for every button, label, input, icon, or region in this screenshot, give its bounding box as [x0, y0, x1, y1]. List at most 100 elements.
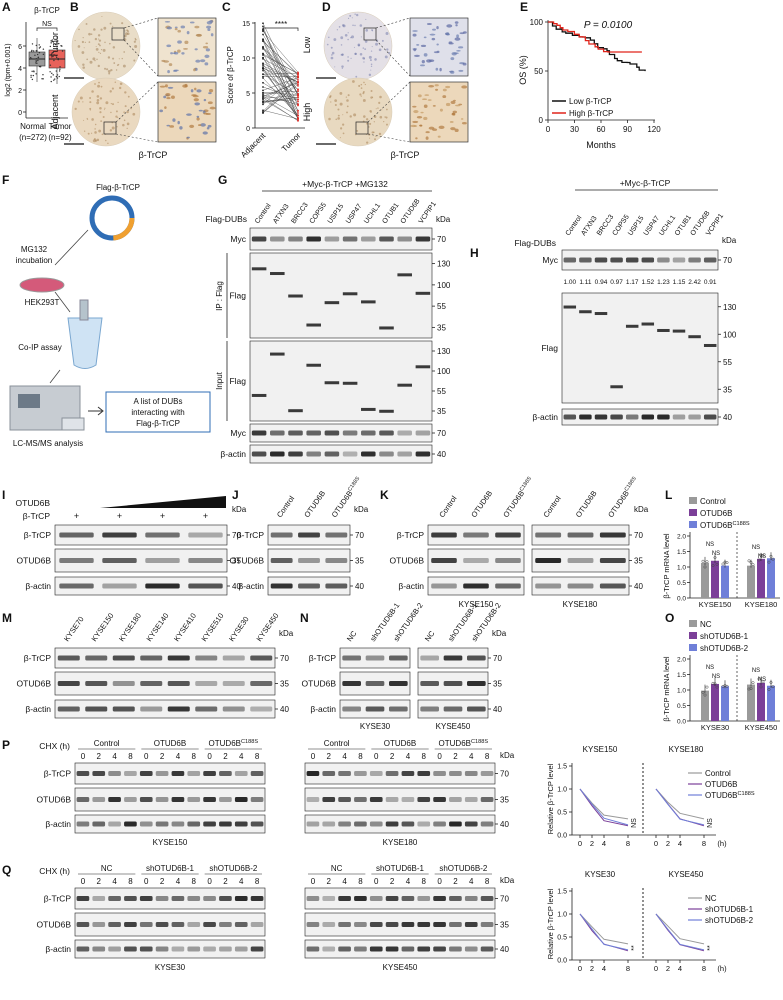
blot-band — [298, 532, 320, 538]
blot-band — [57, 706, 80, 712]
dot — [297, 90, 299, 93]
lane-label: KYSE510 — [200, 611, 226, 643]
lane-label: KYSE450 — [255, 611, 281, 643]
tissue-speck — [107, 142, 109, 145]
significance: NS — [752, 668, 760, 674]
blot-band — [495, 583, 521, 589]
tissue-speck — [99, 106, 102, 110]
bar — [757, 558, 765, 598]
y-tick-label: 1.5 — [557, 764, 567, 771]
cell — [189, 124, 195, 129]
blot-band — [369, 771, 383, 776]
significance: NS — [42, 21, 52, 28]
tissue-zoom — [409, 81, 469, 143]
trend-line — [579, 913, 629, 952]
tissue-speck — [100, 120, 103, 123]
tissue-speck — [359, 93, 362, 96]
tissue-speck — [111, 126, 115, 130]
dot — [262, 67, 264, 70]
y-tick-label: 1.0 — [677, 688, 686, 695]
treatment: +Myc-β-TrCP — [620, 178, 671, 188]
tissue-speck — [121, 57, 123, 60]
blot-band — [385, 797, 399, 802]
blot-band — [443, 681, 463, 686]
tissue-speck — [127, 95, 130, 98]
blot-band — [354, 946, 367, 952]
tissue-speck — [340, 44, 343, 46]
tissue-speck — [103, 26, 107, 30]
dot — [35, 57, 38, 60]
blot-band — [369, 797, 383, 802]
tissue-speck — [353, 113, 357, 117]
blot-band — [385, 922, 399, 927]
cell — [416, 116, 423, 119]
blot-band — [563, 305, 577, 309]
time-label: 2 — [327, 877, 332, 886]
dot — [55, 55, 57, 57]
lane-label: KYSE180 — [117, 611, 143, 643]
rule — [115, 133, 159, 143]
blot-band — [610, 385, 623, 389]
blot-band — [270, 532, 293, 538]
blot-band — [108, 896, 121, 901]
x-tick-label: 8 — [702, 964, 706, 973]
lane-label: KYSE70 — [62, 615, 86, 643]
dot — [297, 110, 299, 112]
row-label: β-TrCP — [237, 530, 265, 540]
legend-label: Low β-TrCP — [569, 97, 612, 106]
dot — [55, 70, 58, 72]
lane-label: KYSE30 — [227, 615, 251, 643]
survival-curve — [548, 21, 646, 72]
tissue-speck — [105, 139, 107, 142]
cell-line: KYSE450 — [436, 722, 471, 731]
tissue-speck — [123, 119, 126, 122]
blot-band — [234, 922, 248, 927]
blot-band — [535, 583, 562, 589]
tissue-speck — [385, 116, 388, 119]
dot — [297, 117, 299, 120]
significance: ** — [631, 945, 638, 951]
tissue-speck — [347, 32, 349, 34]
blot-band — [463, 583, 489, 589]
kda-marker: 55 — [437, 302, 446, 311]
dot — [297, 76, 299, 79]
blot-band — [369, 946, 383, 952]
cell — [446, 32, 450, 36]
tissue-speck — [99, 111, 102, 114]
blot-band — [203, 797, 216, 802]
time-label: 4 — [176, 752, 181, 761]
cell — [196, 89, 202, 93]
tissue-speck — [110, 68, 113, 72]
legend-label: OTUD6BC188S — [700, 521, 750, 530]
blot-band — [234, 797, 248, 802]
dot — [262, 96, 264, 99]
cell — [423, 36, 427, 39]
kda-marker: 100 — [723, 330, 737, 339]
cell — [456, 49, 461, 52]
cell — [193, 68, 196, 72]
blot-band — [464, 771, 478, 776]
group-count: (n=272) — [19, 133, 47, 142]
cell — [458, 46, 464, 49]
tissue-speck — [330, 101, 332, 103]
tissue-speck — [99, 52, 102, 55]
y-tick-label: 1.0 — [557, 912, 567, 919]
lane-label: BRCC3 — [290, 202, 309, 226]
blot-band — [415, 291, 431, 295]
blot-band — [338, 821, 351, 827]
tissue-speck — [370, 96, 373, 99]
blot-band — [369, 896, 383, 901]
lane-label: OTUD6B — [469, 489, 494, 519]
tissue-speck — [341, 65, 344, 68]
dot — [35, 73, 37, 75]
dot — [701, 690, 705, 694]
blot-band — [298, 558, 320, 563]
dot — [30, 58, 33, 60]
dot — [297, 78, 299, 81]
blot-band — [250, 771, 264, 776]
blot-band — [433, 922, 446, 927]
cell — [177, 29, 182, 33]
kda-marker: 70 — [500, 770, 509, 779]
group-label: Control — [324, 739, 350, 748]
axis-label: log2 (tpm+0.001) — [5, 43, 12, 96]
